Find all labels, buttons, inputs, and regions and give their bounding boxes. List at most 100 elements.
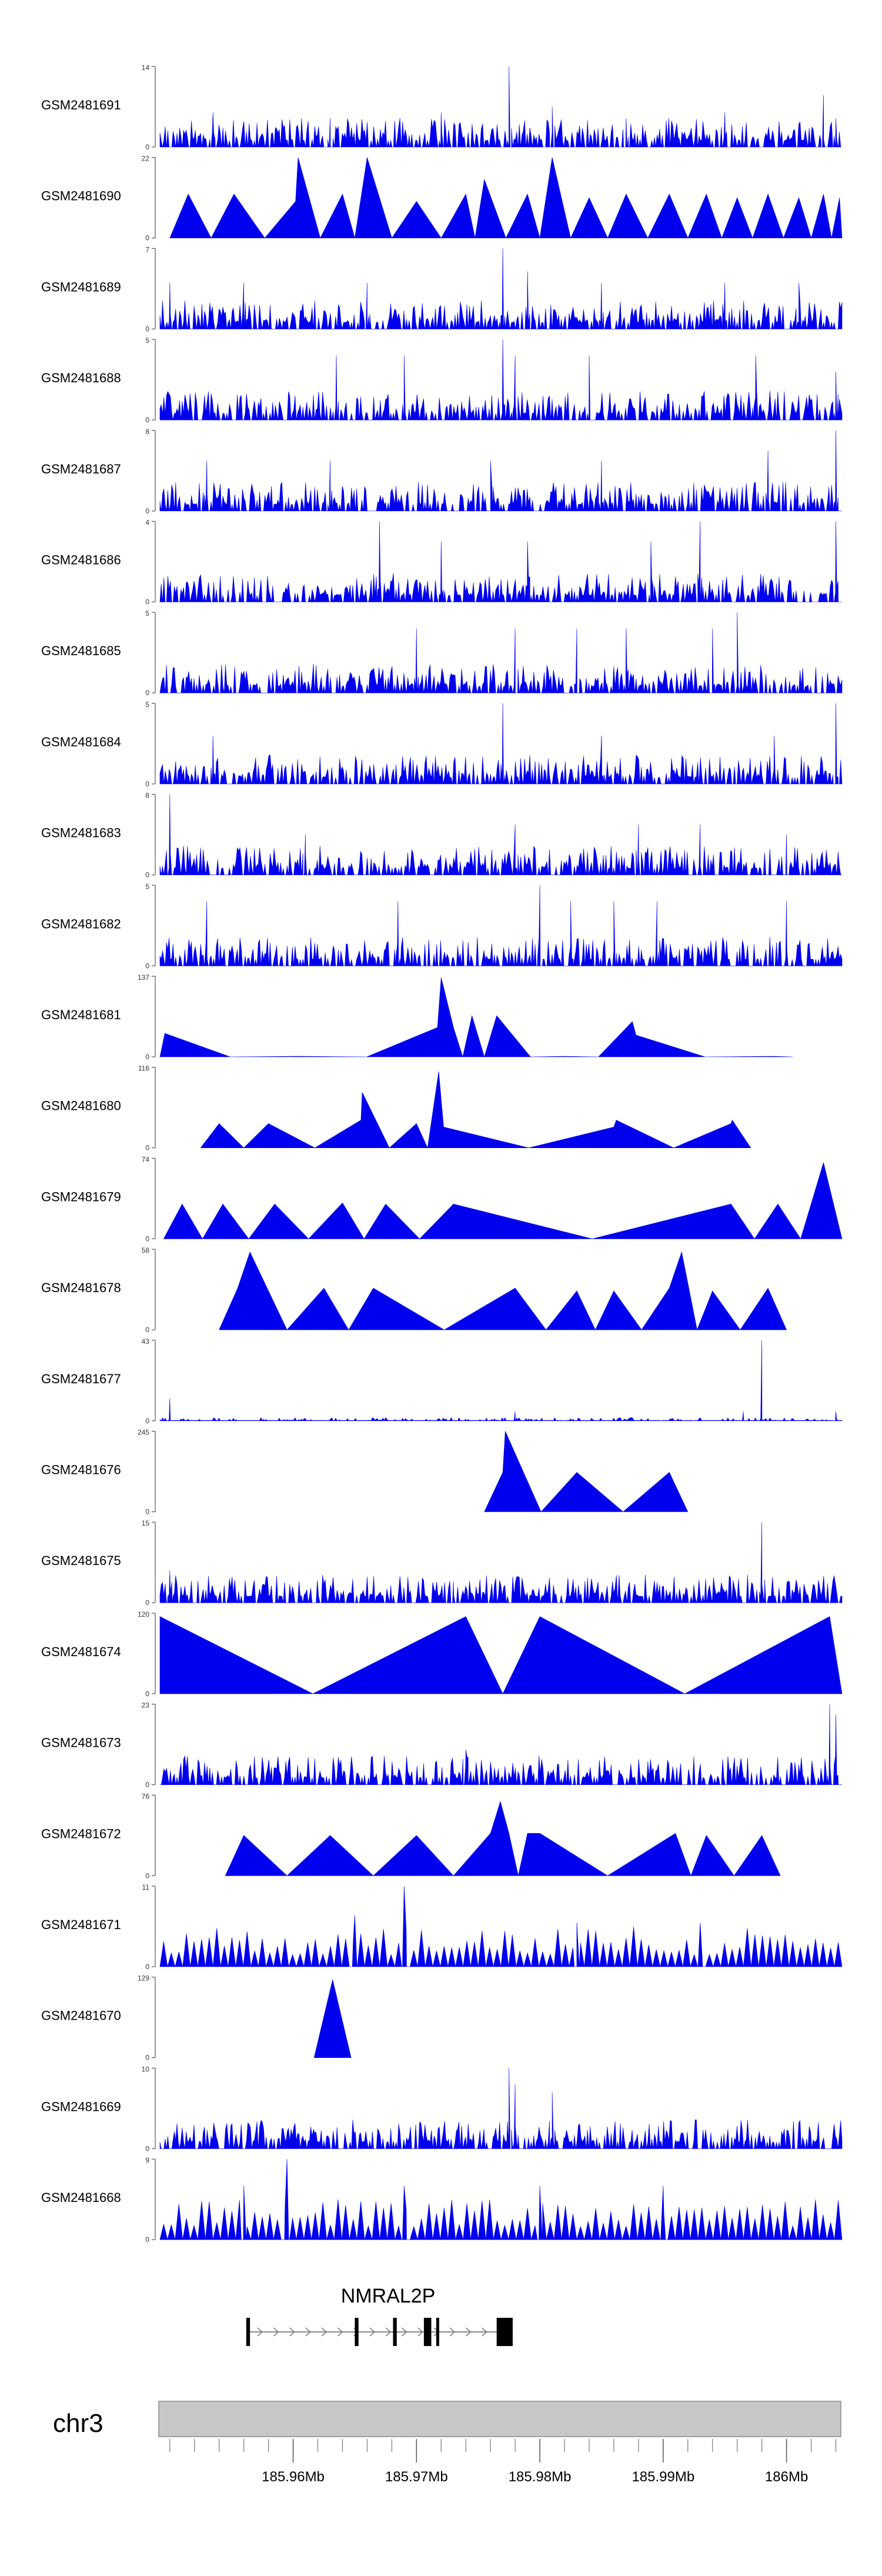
coverage-tracks: GSM2481691140GSM2481690220GSM248168970GS… — [41, 64, 843, 2244]
strand-arrow — [449, 2327, 456, 2337]
coverage-area — [159, 2159, 843, 2240]
coverage-track: GSM2481687 8 0 — [41, 428, 842, 515]
coverage-track: GSM2481680 116 0 — [41, 1065, 751, 1152]
coverage-area — [159, 521, 842, 602]
strand-arrow — [482, 2327, 488, 2337]
coverage-area — [159, 339, 843, 421]
coverage-track: GSM2481686 4 0 — [41, 519, 842, 606]
track-label: GSM2481671 — [41, 1917, 121, 1932]
coverage-track: GSM2481672 76 0 — [41, 1792, 781, 1880]
track-label: GSM2481668 — [41, 2190, 121, 2205]
y-max-label: 76 — [142, 1792, 150, 1800]
coverage-area — [159, 612, 843, 693]
track-label: GSM2481673 — [41, 1736, 121, 1750]
y-max-label: 43 — [142, 1337, 150, 1346]
coverage-track: GSM2481690 22 0 — [41, 155, 843, 242]
gene-exon — [393, 2318, 397, 2346]
gene-label: NMRAL2P — [341, 2285, 436, 2307]
y-min-label: 0 — [145, 1963, 149, 1971]
coverage-track: GSM2481685 5 0 — [41, 609, 843, 697]
chromosome-ideogram — [158, 2401, 841, 2437]
coverage-area — [163, 1162, 843, 1240]
coverage-track: GSM2481679 74 0 — [41, 1155, 843, 1243]
y-min-label: 0 — [145, 1599, 149, 1607]
coverage-track: GSM2481669 10 0 — [41, 2065, 843, 2153]
coverage-area — [159, 794, 842, 875]
y-max-label: 22 — [142, 155, 150, 163]
y-min-label: 0 — [145, 1144, 149, 1152]
y-min-label: 0 — [145, 507, 149, 515]
track-label: GSM2481675 — [41, 1553, 121, 1568]
coverage-area — [200, 1071, 751, 1149]
coverage-track: GSM2481676 245 0 — [41, 1429, 689, 1516]
track-label: GSM2481676 — [41, 1463, 121, 1477]
coverage-track: GSM2481677 43 0 — [41, 1337, 843, 1425]
y-max-label: 5 — [145, 882, 149, 890]
coverage-area — [159, 1616, 843, 1694]
coverage-track: GSM2481689 7 0 — [41, 245, 843, 333]
track-label: GSM2481689 — [41, 279, 121, 294]
y-min-label: 0 — [145, 1871, 149, 1880]
coverage-area — [159, 1340, 843, 1422]
y-max-label: 10 — [142, 2065, 150, 2073]
y-max-label: 129 — [138, 1974, 149, 1983]
strand-arrow — [417, 2327, 424, 2337]
coverage-track: GSM2481674 120 0 — [41, 1610, 843, 1698]
y-min-label: 0 — [145, 325, 149, 333]
y-max-label: 9 — [145, 2156, 149, 2164]
track-label: GSM2481686 — [41, 553, 121, 568]
coverage-track: GSM2481688 5 0 — [41, 336, 843, 424]
coverage-track: GSM2481668 9 0 — [41, 2156, 843, 2244]
strand-arrow — [257, 2327, 263, 2337]
y-min-label: 0 — [145, 871, 149, 879]
y-max-label: 116 — [138, 1065, 149, 1073]
coverage-area — [159, 977, 793, 1058]
coverage-area — [219, 1251, 787, 1331]
y-max-label: 74 — [142, 1155, 150, 1163]
coverage-area — [313, 1979, 352, 2058]
y-max-label: 11 — [142, 1883, 150, 1891]
y-min-label: 0 — [145, 2054, 149, 2062]
track-label: GSM2481674 — [41, 1644, 121, 1659]
track-label: GSM2481688 — [41, 371, 121, 385]
track-label: GSM2481690 — [41, 189, 121, 203]
y-max-label: 4 — [145, 519, 149, 527]
y-min-label: 0 — [145, 1417, 149, 1425]
y-min-label: 0 — [145, 1053, 149, 1061]
coverage-area — [159, 2068, 843, 2149]
gene-annotation-track: NMRAL2P — [246, 2285, 513, 2346]
y-max-label: 15 — [142, 1519, 150, 1527]
track-label: GSM2481670 — [41, 2008, 121, 2023]
coverage-track: GSM2481683 8 0 — [41, 792, 842, 879]
coverage-area — [159, 430, 842, 512]
y-min-label: 0 — [145, 2235, 149, 2244]
track-label: GSM2481685 — [41, 643, 121, 658]
tick-label: 186Mb — [765, 2469, 808, 2485]
y-max-label: 120 — [138, 1610, 149, 1619]
tick-label: 185.99Mb — [632, 2469, 694, 2485]
coverage-track: GSM2481691 14 0 — [41, 64, 842, 151]
gene-exon — [355, 2318, 359, 2346]
coverage-track: GSM2481670 129 0 — [41, 1974, 352, 2062]
coverage-track: GSM2481675 15 0 — [41, 1519, 843, 1607]
gene-exon — [423, 2318, 432, 2346]
coverage-area — [169, 157, 843, 239]
y-min-label: 0 — [145, 1234, 149, 1243]
track-label: GSM2481682 — [41, 916, 121, 931]
y-max-label: 5 — [145, 336, 149, 345]
tick-label: 185.96Mb — [262, 2469, 325, 2485]
coverage-area — [159, 66, 842, 148]
gene-exon — [496, 2318, 513, 2346]
y-min-label: 0 — [145, 689, 149, 697]
y-max-label: 5 — [145, 609, 149, 618]
strand-arrow — [321, 2327, 328, 2337]
y-min-label: 0 — [145, 143, 149, 151]
gene-exon — [246, 2318, 250, 2346]
tick-label: 185.98Mb — [509, 2469, 572, 2485]
y-max-label: 8 — [145, 428, 149, 436]
strand-arrow — [289, 2327, 295, 2337]
strand-arrow — [465, 2327, 472, 2337]
coverage-area — [159, 703, 843, 785]
track-label: GSM2481687 — [41, 462, 121, 476]
